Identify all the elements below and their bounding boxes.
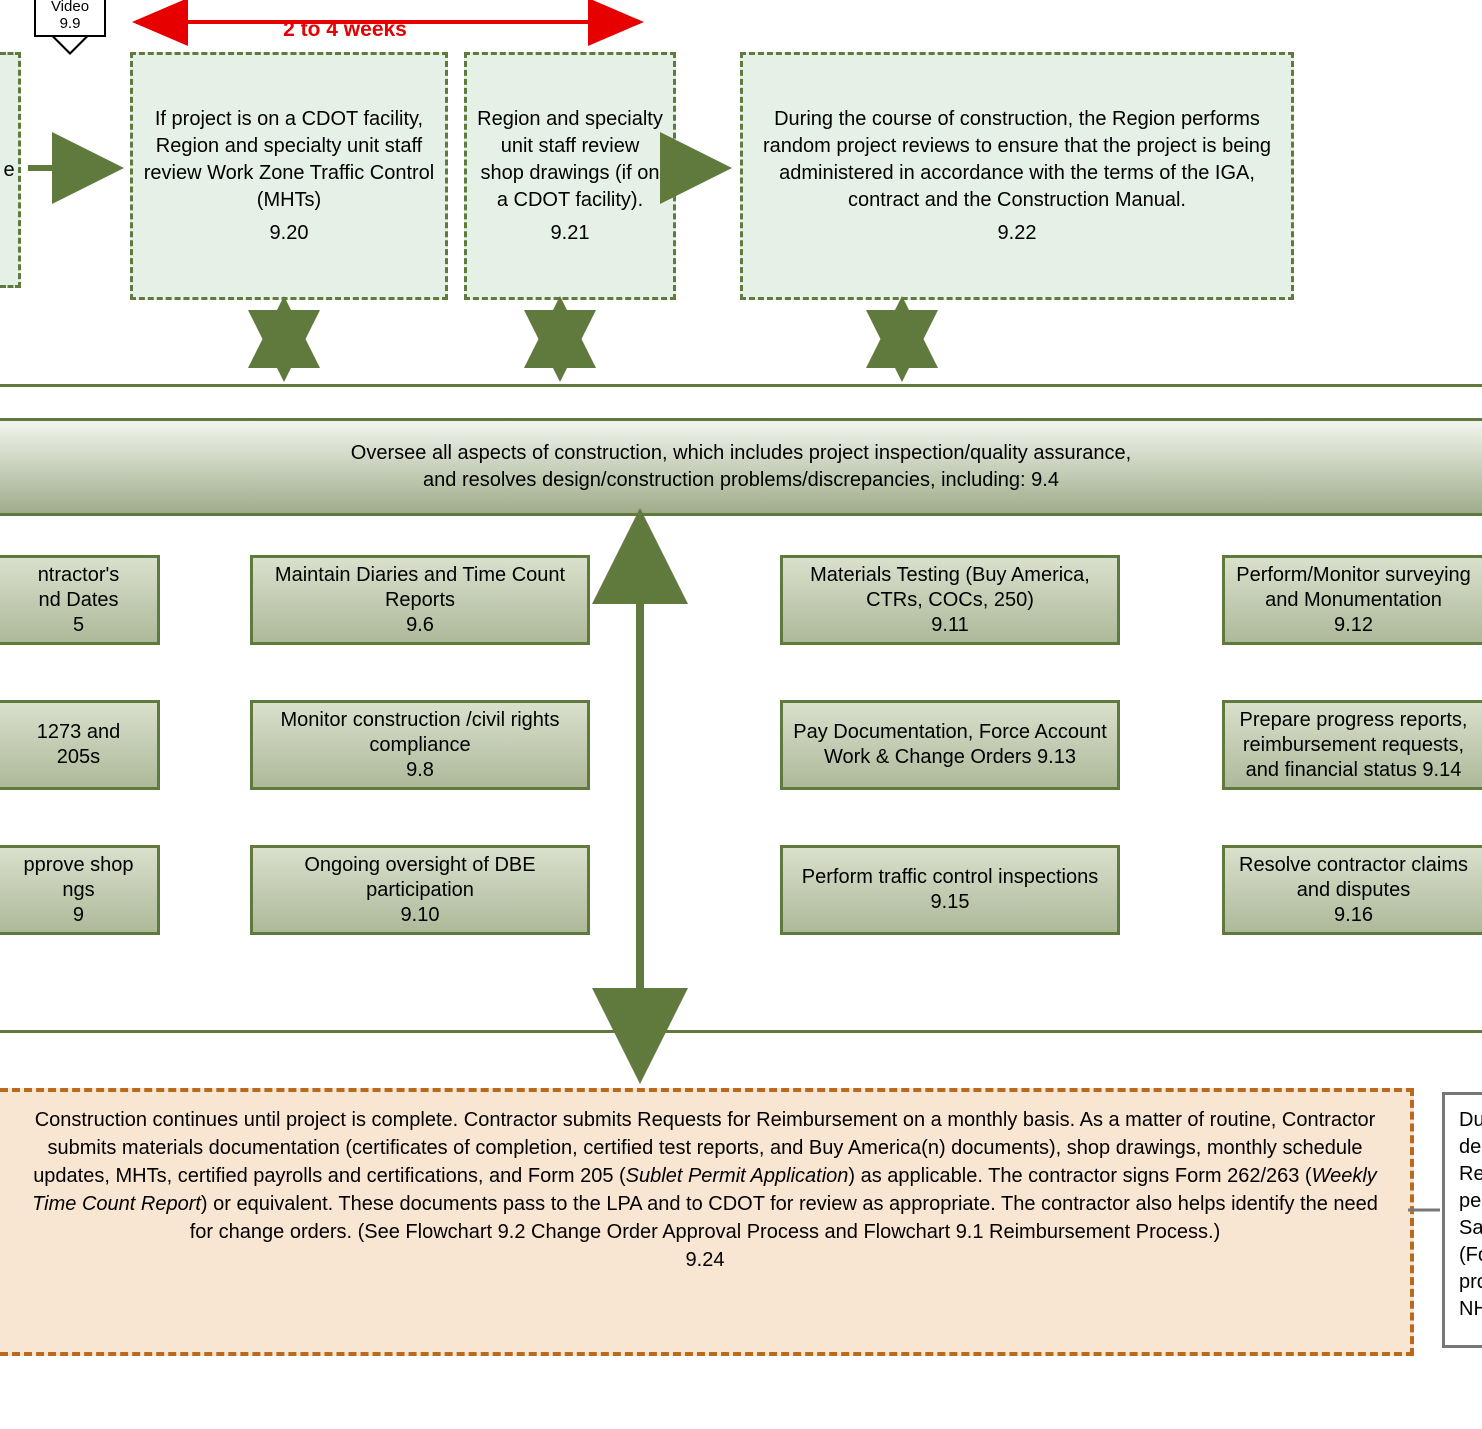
task-9-14: Prepare progress reports, reimbursement … [1222,700,1482,790]
task-9-11-text: Materials Testing (Buy America, CTRs, CO… [810,564,1090,611]
task-9-16-num: 9.16 [1334,904,1373,926]
task-9-16-text: Resolve contractor claims and disputes [1239,854,1468,901]
divider-above-oversee [0,384,1482,387]
divider-below-tasks [0,1030,1482,1033]
task-9-9-l1: pprove shop [23,854,133,876]
task-9-11: Materials Testing (Buy America, CTRs, CO… [780,555,1120,645]
oversee-bar: Oversee all aspects of construction, whi… [0,418,1482,516]
task-9-12: Perform/Monitor surveying and Monumentat… [1222,555,1482,645]
task-9-7-l1: 1273 and [37,721,120,743]
task-9-14-text: Prepare progress reports, reimbursement … [1240,709,1468,781]
task-9-6: Maintain Diaries and Time Count Reports 9… [250,555,590,645]
oversee-line1: Oversee all aspects of construction, whi… [351,442,1131,464]
task-9-13-text: Pay Documentation, Force Account Work & … [793,721,1107,768]
task-9-10: Ongoing oversight of DBE participation 9.… [250,845,590,935]
task-9-9-l2: ngs [62,879,94,901]
task-9-15: Perform traffic control inspections 9.15 [780,845,1120,935]
side-note-line: perform [1459,1188,1482,1215]
process-box-9-20-num: 9.20 [270,220,309,247]
side-note-line: (Form 25 [1459,1242,1482,1269]
task-9-8-num: 9.8 [406,759,434,781]
task-9-5: ntractor's nd Dates 5 [0,555,160,645]
side-note-materials: During codesignatRegion MperformSampling… [1442,1092,1482,1348]
construction-continues-box: Construction continues until project is … [0,1088,1414,1356]
task-9-6-text: Maintain Diaries and Time Count Reports [275,564,565,611]
task-9-9-l3: 9 [73,904,84,926]
side-note-line: NHS, IAT [1459,1296,1482,1323]
task-9-7: 1273 and 205s [0,700,160,790]
side-note-line: designat [1459,1134,1482,1161]
oversee-line2: and resolves design/construction problem… [423,469,1059,491]
task-9-5-l1: ntractor's [38,564,120,586]
video-tag-line1: Video [51,0,89,15]
task-9-13: Pay Documentation, Force Account Work & … [780,700,1120,790]
task-9-12-text: Perform/Monitor surveying and Monumentat… [1236,564,1471,611]
task-9-12-num: 9.12 [1334,614,1373,636]
timeline-label: 2 to 4 weeks [255,18,435,42]
process-box-9-22-text: During the course of construction, the R… [753,106,1281,214]
task-9-9: pprove shop ngs 9 [0,845,160,935]
process-box-edge: e [0,52,21,288]
flowchart-stage: Video 9.9 2 to 4 weeks e If project is o… [0,0,1482,1429]
process-box-edge-frag: e [3,157,14,184]
task-9-15-text: Perform traffic control inspections [802,866,1098,888]
task-9-7-l2: 205s [57,746,100,768]
side-note-line: During co [1459,1107,1482,1134]
process-box-9-22: During the course of construction, the R… [740,52,1294,300]
side-note-line: Region M [1459,1161,1482,1188]
task-9-11-num: 9.11 [931,614,968,636]
video-tag-9-9: Video 9.9 [34,0,106,55]
video-tag-line2: 9.9 [60,15,81,32]
task-9-8-text: Monitor construction /civil rights compl… [281,709,560,756]
task-9-10-num: 9.10 [401,904,440,926]
process-box-9-20: If project is on a CDOT facility, Region… [130,52,448,300]
task-9-15-num: 9.15 [931,891,970,913]
process-box-9-21-num: 9.21 [551,220,590,247]
task-9-8: Monitor construction /civil rights compl… [250,700,590,790]
task-9-10-text: Ongoing oversight of DBE participation [304,854,535,901]
task-9-6-num: 9.6 [406,614,434,636]
process-box-9-22-num: 9.22 [998,220,1037,247]
construction-continues-text: Construction continues until project is … [32,1109,1378,1243]
task-9-5-l3: 5 [73,614,84,636]
task-9-5-l2: nd Dates [38,589,118,611]
side-note-line: Sampling [1459,1215,1482,1242]
construction-continues-num: 9.24 [686,1249,725,1271]
process-box-9-21: Region and specialty unit staff review s… [464,52,676,300]
task-9-16: Resolve contractor claims and disputes 9.… [1222,845,1482,935]
side-note-line: project is [1459,1269,1482,1296]
process-box-9-20-text: If project is on a CDOT facility, Region… [143,106,435,214]
process-box-9-21-text: Region and specialty unit staff review s… [477,106,663,214]
